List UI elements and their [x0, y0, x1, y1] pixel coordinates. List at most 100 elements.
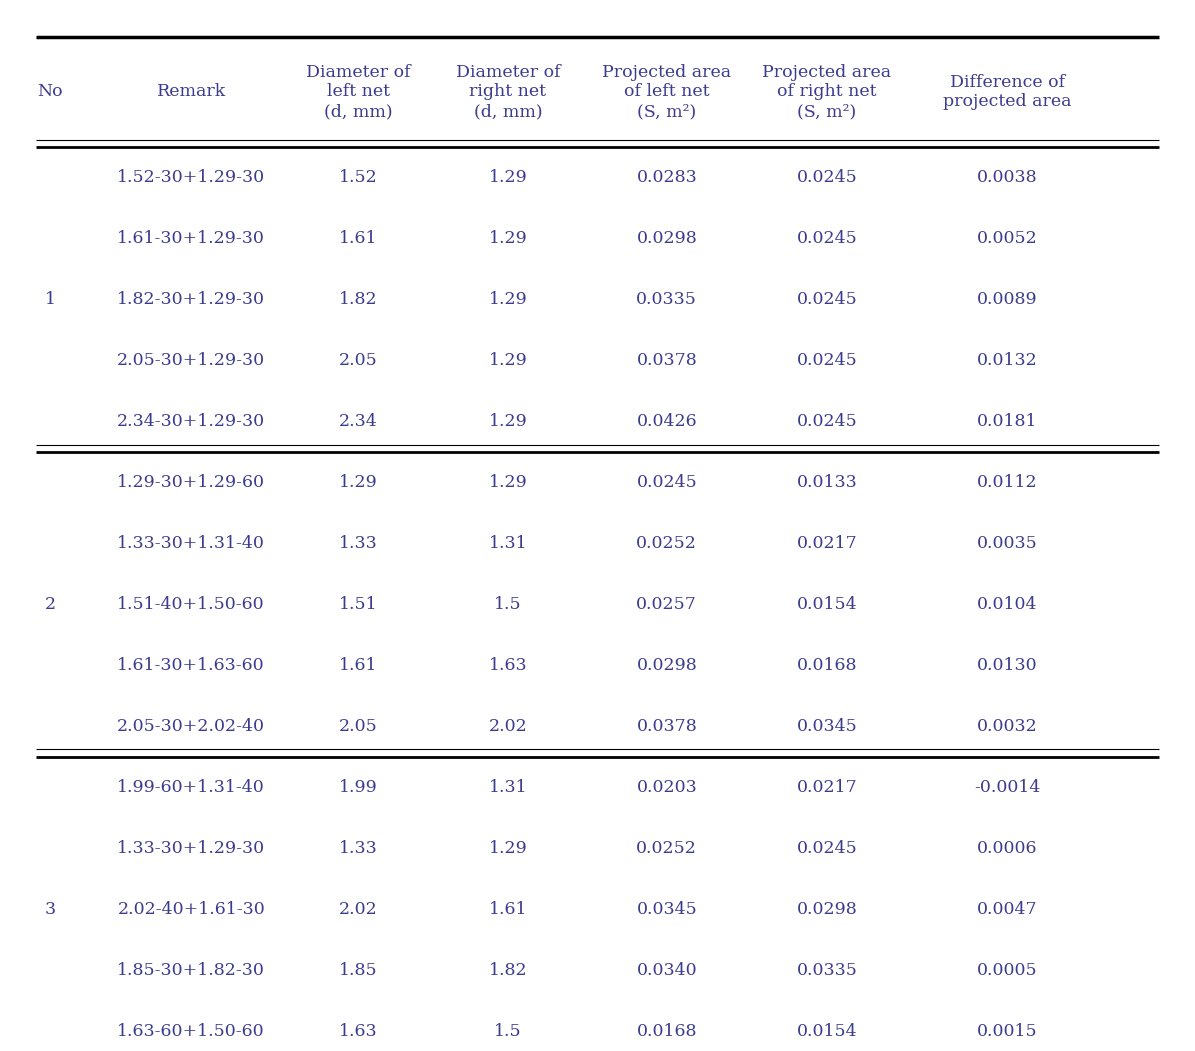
Text: 1.51: 1.51	[339, 596, 378, 613]
Text: 0.0245: 0.0245	[797, 352, 857, 369]
Text: Diameter of
left net
(d, mm): Diameter of left net (d, mm)	[306, 64, 411, 120]
Text: 1.29: 1.29	[489, 840, 527, 857]
Text: Diameter of
right net
(d, mm): Diameter of right net (d, mm)	[455, 64, 560, 120]
Text: Remark: Remark	[157, 83, 226, 101]
Text: 0.0112: 0.0112	[978, 474, 1037, 491]
Text: 1.61: 1.61	[339, 657, 378, 674]
Text: 1.29: 1.29	[489, 169, 527, 186]
Text: 0.0335: 0.0335	[637, 291, 697, 308]
Text: 0.0345: 0.0345	[797, 718, 857, 735]
Text: 1.61: 1.61	[489, 901, 527, 918]
Text: 2: 2	[44, 596, 56, 613]
Text: 0.0052: 0.0052	[978, 230, 1037, 247]
Text: 0.0168: 0.0168	[637, 1023, 697, 1039]
Text: 0.0335: 0.0335	[797, 962, 857, 978]
Text: 2.02: 2.02	[339, 901, 378, 918]
Text: 1.82: 1.82	[339, 291, 378, 308]
Text: No: No	[37, 83, 63, 101]
Text: 1.33: 1.33	[339, 535, 378, 552]
Text: 1: 1	[44, 291, 56, 308]
Text: 0.0181: 0.0181	[978, 413, 1037, 430]
Text: 1.29: 1.29	[489, 230, 527, 247]
Text: 2.05-30+1.29-30: 2.05-30+1.29-30	[117, 352, 265, 369]
Text: 0.0245: 0.0245	[637, 474, 697, 491]
Text: Projected area
of right net
(S, m²): Projected area of right net (S, m²)	[762, 64, 891, 120]
Text: 0.0298: 0.0298	[797, 901, 857, 918]
Text: 0.0015: 0.0015	[978, 1023, 1037, 1039]
Text: 1.5: 1.5	[494, 596, 522, 613]
Text: 0.0203: 0.0203	[637, 779, 697, 796]
Text: 1.82-30+1.29-30: 1.82-30+1.29-30	[117, 291, 265, 308]
Text: 0.0038: 0.0038	[978, 169, 1037, 186]
Text: 1.31: 1.31	[489, 779, 527, 796]
Text: 0.0245: 0.0245	[797, 413, 857, 430]
Text: 0.0089: 0.0089	[978, 291, 1037, 308]
Text: 0.0217: 0.0217	[797, 779, 857, 796]
Text: 0.0426: 0.0426	[637, 413, 697, 430]
Text: 1.5: 1.5	[494, 1023, 522, 1039]
Text: 0.0133: 0.0133	[797, 474, 857, 491]
Text: 1.52: 1.52	[339, 169, 378, 186]
Text: 0.0378: 0.0378	[637, 352, 697, 369]
Text: 0.0245: 0.0245	[797, 840, 857, 857]
Text: 0.0006: 0.0006	[978, 840, 1037, 857]
Text: 1.29-30+1.29-60: 1.29-30+1.29-60	[117, 474, 265, 491]
Text: 2.05: 2.05	[339, 352, 378, 369]
Text: 1.31: 1.31	[489, 535, 527, 552]
Text: 0.0132: 0.0132	[978, 352, 1037, 369]
Text: 0.0154: 0.0154	[797, 596, 857, 613]
Text: 1.29: 1.29	[489, 413, 527, 430]
Text: 0.0104: 0.0104	[978, 596, 1037, 613]
Text: 1.51-40+1.50-60: 1.51-40+1.50-60	[117, 596, 265, 613]
Text: 0.0298: 0.0298	[637, 230, 697, 247]
Text: 1.61-30+1.63-60: 1.61-30+1.63-60	[117, 657, 265, 674]
Text: 1.99: 1.99	[339, 779, 378, 796]
Text: 0.0252: 0.0252	[637, 535, 697, 552]
Text: 0.0245: 0.0245	[797, 291, 857, 308]
Text: 0.0032: 0.0032	[978, 718, 1037, 735]
Text: 0.0298: 0.0298	[637, 657, 697, 674]
Text: 0.0245: 0.0245	[797, 230, 857, 247]
Text: 2.02: 2.02	[489, 718, 527, 735]
Text: 1.29: 1.29	[489, 352, 527, 369]
Text: -0.0014: -0.0014	[974, 779, 1041, 796]
Text: 1.29: 1.29	[489, 474, 527, 491]
Text: 0.0245: 0.0245	[797, 169, 857, 186]
Text: 1.99-60+1.31-40: 1.99-60+1.31-40	[117, 779, 265, 796]
Text: 1.85-30+1.82-30: 1.85-30+1.82-30	[117, 962, 265, 978]
Text: Projected area
of left net
(S, m²): Projected area of left net (S, m²)	[602, 64, 731, 120]
Text: 0.0345: 0.0345	[637, 901, 697, 918]
Text: 0.0035: 0.0035	[978, 535, 1037, 552]
Text: 2.05-30+2.02-40: 2.05-30+2.02-40	[117, 718, 265, 735]
Text: 1.29: 1.29	[489, 291, 527, 308]
Text: 1.82: 1.82	[489, 962, 527, 978]
Text: 0.0217: 0.0217	[797, 535, 857, 552]
Text: 1.29: 1.29	[339, 474, 378, 491]
Text: 1.61: 1.61	[339, 230, 378, 247]
Text: 2.05: 2.05	[339, 718, 378, 735]
Text: 0.0047: 0.0047	[978, 901, 1037, 918]
Text: 1.33-30+1.29-30: 1.33-30+1.29-30	[117, 840, 265, 857]
Text: 1.33-30+1.31-40: 1.33-30+1.31-40	[117, 535, 265, 552]
Text: 2.34-30+1.29-30: 2.34-30+1.29-30	[117, 413, 265, 430]
Text: 1.85: 1.85	[339, 962, 378, 978]
Text: 2.02-40+1.61-30: 2.02-40+1.61-30	[117, 901, 265, 918]
Text: 0.0252: 0.0252	[637, 840, 697, 857]
Text: 1.63-60+1.50-60: 1.63-60+1.50-60	[117, 1023, 265, 1039]
Text: 0.0168: 0.0168	[797, 657, 857, 674]
Text: 0.0257: 0.0257	[637, 596, 697, 613]
Text: 2.34: 2.34	[339, 413, 378, 430]
Text: 0.0130: 0.0130	[978, 657, 1037, 674]
Text: 0.0154: 0.0154	[797, 1023, 857, 1039]
Text: 0.0005: 0.0005	[978, 962, 1037, 978]
Text: 0.0283: 0.0283	[637, 169, 697, 186]
Text: 0.0340: 0.0340	[637, 962, 697, 978]
Text: 0.0378: 0.0378	[637, 718, 697, 735]
Text: 3: 3	[44, 901, 56, 918]
Text: Difference of
projected area: Difference of projected area	[943, 74, 1072, 110]
Text: 1.63: 1.63	[339, 1023, 378, 1039]
Text: 1.61-30+1.29-30: 1.61-30+1.29-30	[117, 230, 265, 247]
Text: 1.33: 1.33	[339, 840, 378, 857]
Text: 1.52-30+1.29-30: 1.52-30+1.29-30	[117, 169, 265, 186]
Text: 1.63: 1.63	[489, 657, 527, 674]
